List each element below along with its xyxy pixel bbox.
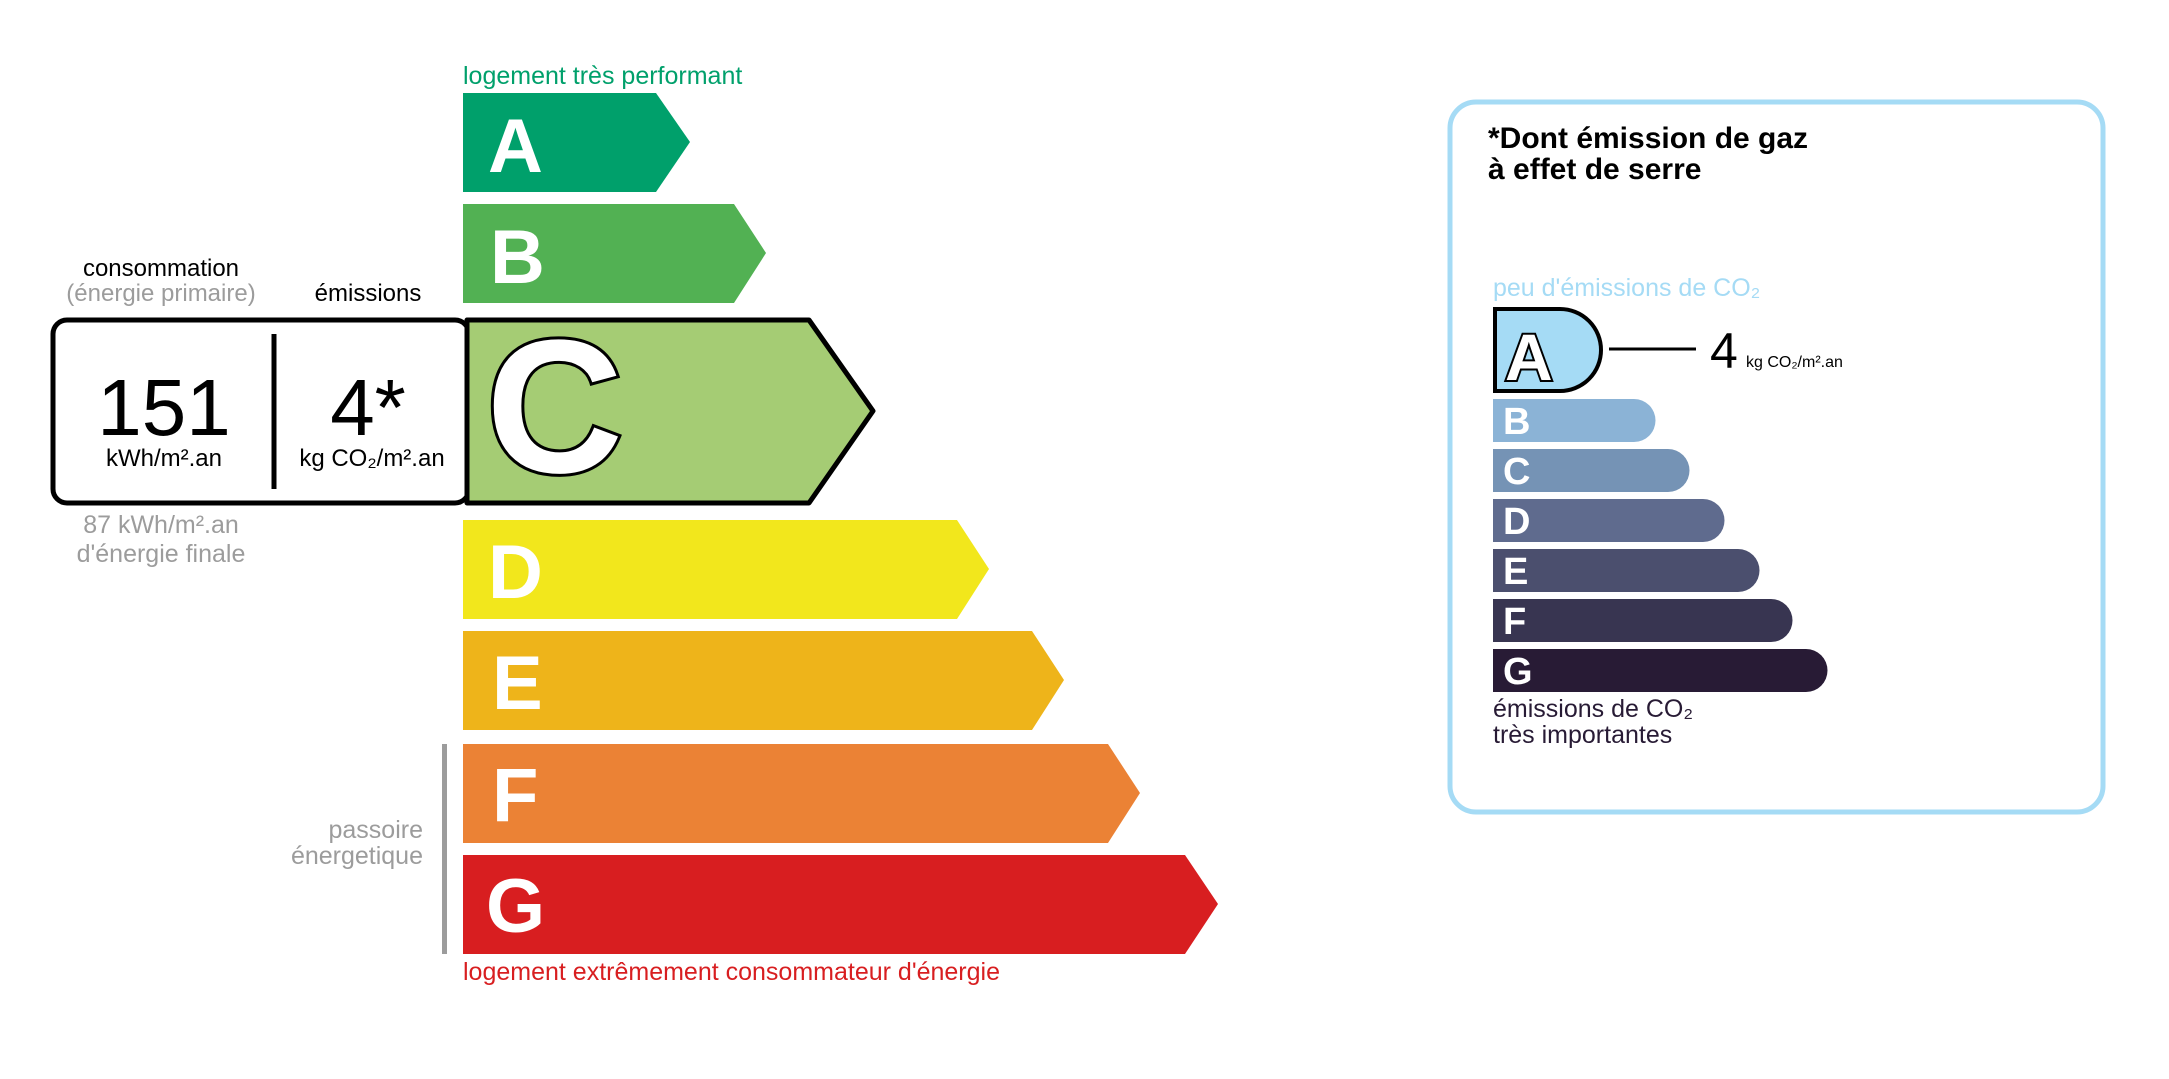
energy-bar-f: F	[463, 744, 1140, 843]
ghg-bar-e: E	[1493, 549, 1760, 593]
bar-d-shape	[463, 520, 989, 619]
ghg-bar-d-shape	[1493, 499, 1725, 542]
final-energy-value: 87 kWh/m².an	[83, 511, 239, 539]
passoire-label-line2: énergetique	[291, 842, 423, 870]
bar-c-shape	[464, 317, 876, 506]
bottom-label: logement extrêmement consommateur d'éner…	[463, 958, 1000, 986]
bar-f-shape	[463, 744, 1140, 843]
current-energy-box: C 151 kWh/m².an 4* kg CO₂/m².an	[50, 298, 876, 516]
ghg-bar-f-shape	[1493, 599, 1793, 642]
final-energy-label: d'énergie finale	[77, 540, 246, 568]
ghg-bar-a-letter: A	[1505, 320, 1553, 394]
bar-d-letter: D	[488, 530, 543, 615]
bar-b-letter: B	[490, 215, 545, 300]
ghg-bar-d-letter: D	[1503, 501, 1530, 543]
passoire-label-line1: passoire	[329, 816, 424, 844]
ghg-bar-e-letter: E	[1503, 551, 1528, 593]
ghg-bar-b-shape	[1493, 399, 1656, 442]
ghg-bar-c: C	[1493, 449, 1690, 493]
ghg-bar-g-letter: G	[1503, 651, 1533, 693]
ghg-bar-g: G	[1493, 649, 1828, 693]
consumption-subheader: (énergie primaire)	[66, 280, 255, 307]
passoire-bracket	[442, 744, 447, 954]
emissions-header: émissions	[315, 280, 422, 307]
ghg-title-line1: *Dont émission de gaz	[1488, 122, 1808, 155]
ghg-panel: *Dont émission de gaz à effet de serre p…	[1447, 99, 2106, 815]
consumption-header: consommation	[83, 255, 239, 282]
ghg-bar-b: B	[1493, 399, 1656, 443]
emissions-value: 4*	[330, 363, 406, 452]
bar-a-shape	[463, 93, 690, 192]
ghg-bar-b-letter: B	[1503, 401, 1530, 443]
bar-g-shape	[463, 855, 1218, 954]
top-label: logement très performant	[463, 62, 742, 90]
bar-c-letter: C	[486, 301, 623, 513]
energy-bar-d: D	[463, 520, 989, 619]
consumption-unit: kWh/m².an	[106, 445, 222, 472]
bar-a-letter: A	[488, 104, 543, 189]
ghg-value: 4	[1710, 323, 1738, 379]
ghg-bar-f: F	[1493, 599, 1793, 643]
ghg-bottom-label-line1: émissions de CO₂	[1493, 695, 1693, 723]
emissions-unit: kg CO₂/m².an	[299, 445, 444, 472]
ghg-bar-a-shape	[1493, 307, 1603, 393]
consumption-value: 151	[97, 363, 230, 452]
ghg-bar-a: A	[1493, 307, 1603, 396]
bar-e-letter: E	[492, 641, 543, 726]
ghg-title-line2: à effet de serre	[1488, 153, 1701, 186]
energy-bar-g: G	[463, 855, 1218, 954]
energy-bar-e: E	[463, 631, 1064, 730]
bar-g-letter: G	[486, 864, 545, 949]
energy-bar-a: A	[463, 93, 690, 192]
ghg-bar-g-shape	[1493, 649, 1828, 692]
energy-bar-b: B	[463, 204, 766, 303]
ghg-bar-c-shape	[1493, 449, 1690, 492]
bar-e-shape	[463, 631, 1064, 730]
ghg-bottom-label-line2: très importantes	[1493, 721, 1672, 749]
ghg-bar-c-letter: C	[1503, 451, 1530, 493]
ghg-bar-f-letter: F	[1503, 601, 1526, 643]
bar-f-letter: F	[492, 753, 538, 838]
ghg-bar-d: D	[1493, 499, 1725, 543]
ghg-top-label: peu d'émissions de CO₂	[1493, 274, 1760, 302]
bar-b-shape	[463, 204, 766, 303]
ghg-bar-e-shape	[1493, 549, 1760, 592]
ghg-unit: kg CO₂/m².an	[1746, 354, 1843, 371]
